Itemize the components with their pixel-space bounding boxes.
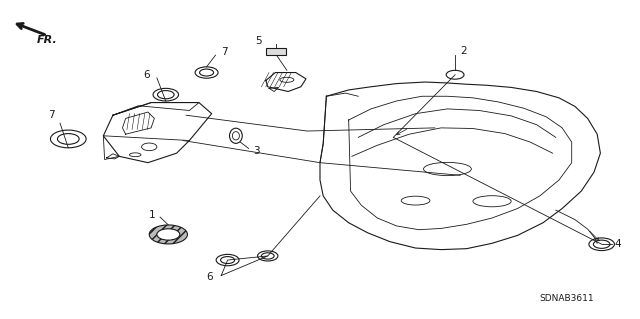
Circle shape bbox=[149, 225, 188, 244]
Text: 5: 5 bbox=[255, 36, 261, 46]
Text: SDNAB3611: SDNAB3611 bbox=[540, 294, 595, 303]
Text: 3: 3 bbox=[253, 146, 260, 156]
Text: 6: 6 bbox=[143, 70, 150, 80]
Bar bbox=[266, 48, 285, 55]
Text: 7: 7 bbox=[47, 110, 54, 120]
Text: 4: 4 bbox=[614, 239, 621, 249]
Text: 7: 7 bbox=[221, 47, 228, 57]
Circle shape bbox=[157, 229, 180, 240]
Text: 1: 1 bbox=[149, 210, 156, 220]
Text: 6: 6 bbox=[206, 272, 213, 282]
Text: FR.: FR. bbox=[36, 35, 57, 45]
Text: 2: 2 bbox=[460, 46, 467, 56]
